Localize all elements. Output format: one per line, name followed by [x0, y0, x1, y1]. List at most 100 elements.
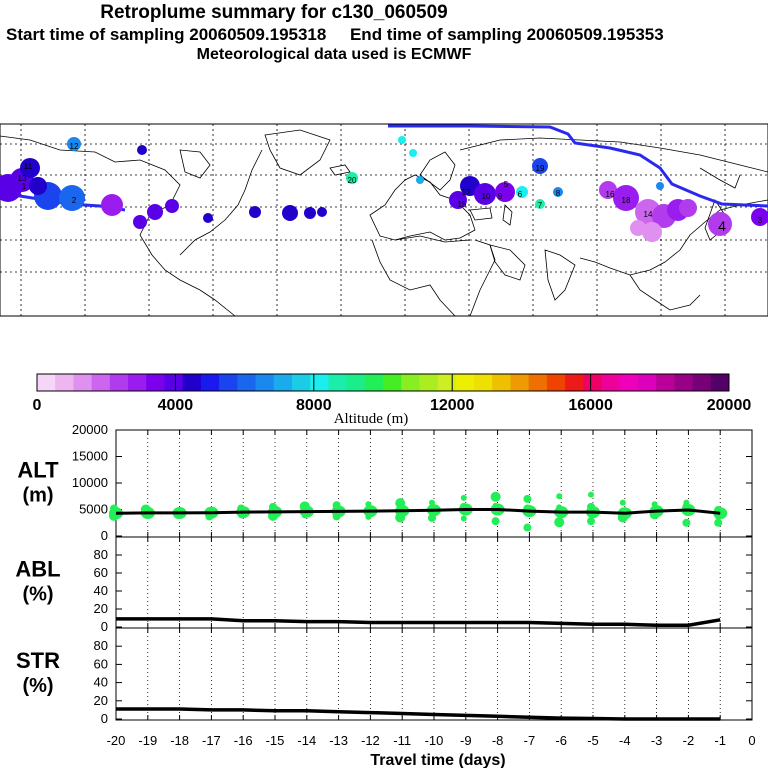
iceland: [329, 164, 351, 176]
colorbar-tick-label: 16000: [568, 397, 613, 414]
plume-bubble: [409, 149, 417, 157]
colorbar-cell: [546, 374, 566, 391]
panel-str: 80 60 40 20 0 STR(%): [16, 627, 753, 726]
x-tick-label: -19: [138, 733, 157, 748]
map-bubble-label: 12: [70, 142, 79, 151]
colorbar-cell: [237, 374, 257, 391]
y-tick-label: 5000: [79, 502, 108, 517]
colorbar-cell: [492, 374, 511, 391]
colorbar-tick-label: 4000: [158, 397, 194, 414]
altitude-point: [491, 517, 500, 526]
colorbar-cell: [291, 374, 311, 391]
end-time: End time of sampling 20060509.195353: [349, 25, 664, 44]
altitude-point: [682, 518, 691, 527]
colorbar-cell: [200, 374, 220, 391]
panel-label: STR: [16, 648, 60, 673]
map-bubble-label: 15: [458, 200, 467, 209]
colorbar-cell: [37, 374, 56, 391]
sea-of-okhotsk: [699, 167, 741, 189]
y-tick-label: 40: [94, 583, 108, 598]
x-tick-label: -2: [683, 733, 695, 748]
plume-bubble: [304, 207, 316, 219]
colorbar-cell: [328, 374, 348, 391]
colorbar-cell: [383, 374, 402, 391]
panel-unit: (m): [22, 485, 53, 507]
plume-bubble: [29, 177, 47, 195]
plume-bubble: [751, 208, 768, 226]
map-bubble-label: 18: [622, 196, 631, 205]
plume-bubble: [599, 181, 617, 199]
x-tick-label: -5: [587, 733, 599, 748]
colorbar-cell: [674, 374, 694, 391]
y-tick-label: 80: [94, 547, 108, 562]
colorbar-cell: [346, 374, 366, 391]
sampling-times: Start time of sampling 20060509.195318 E…: [0, 25, 768, 45]
greenland: [264, 129, 331, 176]
plume-bubble: [203, 213, 213, 223]
colorbar-cell: [528, 374, 548, 391]
x-tick-label: -18: [170, 733, 189, 748]
altitude-cluster: [109, 507, 123, 520]
plume-bubble: [495, 182, 515, 202]
altitude-point: [554, 517, 565, 528]
colorbar-cell: [583, 374, 603, 391]
panel-unit: (%): [22, 675, 53, 697]
x-tick-label: -9: [460, 733, 472, 748]
colorbar-cell: [164, 374, 184, 391]
y-tick-label: 80: [94, 638, 108, 653]
colorbar-cell: [128, 374, 147, 391]
colorbar-cell: [273, 374, 293, 391]
y-tick-label: 20000: [72, 422, 108, 437]
altitude-point: [714, 518, 723, 527]
y-tick-label: 20: [94, 601, 108, 616]
plume-bubble: [165, 199, 179, 213]
plume-bubble: [708, 212, 732, 236]
colorbar-cell: [146, 374, 165, 391]
x-tick-label: -3: [651, 733, 663, 748]
altitude-median-line: [115, 508, 721, 515]
panel-abl: 80 60 40 20 0 ABL(%): [15, 536, 753, 634]
y-tick-label: 0: [101, 711, 108, 726]
x-tick-label: -10: [425, 733, 444, 748]
colorbar-cell: [419, 374, 439, 391]
colorbar-cell: [401, 374, 420, 391]
map-bubble-label: 6: [518, 190, 523, 199]
map-bubble-label: 9: [498, 192, 503, 201]
colorbar-cell: [310, 374, 329, 391]
x-tick-label: -12: [361, 733, 380, 748]
altitude-colorbar: 0 4000 8000 12000 16000 20000 Altitude (m): [33, 373, 752, 427]
x-tick-label: -14: [297, 733, 316, 748]
colorbar-cell: [637, 374, 657, 391]
x-tick-label: -4: [619, 733, 631, 748]
colorbar-cell: [109, 374, 129, 391]
plume-bubble: [474, 183, 496, 205]
southeast-asia: [629, 274, 701, 311]
altitude-point: [523, 494, 532, 503]
x-tick-label: -7: [524, 733, 536, 748]
colorbar-cell: [91, 374, 111, 391]
colorbar-cell: [73, 374, 93, 391]
plume-bubble: [630, 220, 646, 236]
colorbar-tick-label: 20000: [707, 397, 752, 414]
x-tick-label: 0: [748, 733, 755, 748]
map-bubble-label: 2: [72, 196, 77, 205]
altitude-point: [460, 494, 467, 501]
str-line: [116, 707, 721, 721]
plume-bubble: [137, 145, 147, 155]
caspian: [502, 204, 513, 226]
map-bubble-label: 4: [718, 218, 726, 234]
plume-bubble: [613, 185, 639, 211]
x-tick-label: -6: [555, 733, 567, 748]
colorbar-cell: [510, 374, 530, 391]
panel-label: ALT: [17, 458, 59, 483]
colorbar-cell: [710, 374, 730, 391]
plume-bubble: [282, 205, 298, 221]
time-series-panels: 20000150001000050000ALT(m)806040200ABL(%…: [15, 422, 755, 768]
mediterranean: [394, 235, 471, 243]
x-tick-label: -1: [714, 733, 726, 748]
plume-bubble: [20, 158, 40, 178]
plume-bubble: [532, 158, 548, 174]
panel-label: ABL: [15, 557, 60, 582]
met-data-note: Meteorological data used is ECMWF: [196, 46, 472, 63]
